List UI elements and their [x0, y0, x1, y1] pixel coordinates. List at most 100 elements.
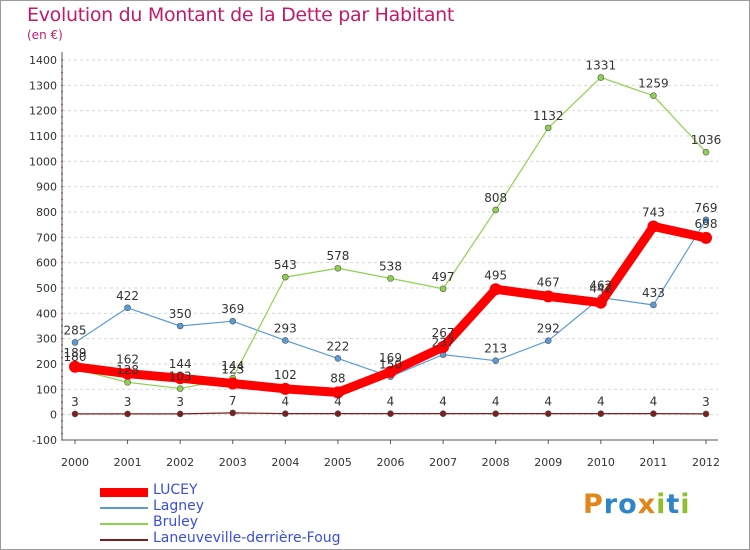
logo-letter: i [656, 489, 667, 520]
x-tick-label: 2004 [271, 456, 299, 469]
data-point [492, 206, 499, 214]
data-label: 88 [330, 371, 345, 385]
y-tick-label: 1000 [29, 155, 57, 168]
data-point [544, 410, 552, 417]
data-point [702, 410, 710, 418]
logo-letter: x [637, 489, 657, 520]
data-labels: 3 3 3 7 4 4 4 4 4 4 4 4 3 285 422 350 369 293 222 150 237 213… [64, 58, 722, 408]
y-tick-label: 1100 [29, 130, 57, 143]
data-label: 4 [334, 395, 342, 409]
data-point [279, 382, 292, 395]
x-tick-label: 2011 [639, 456, 667, 469]
data-label: 102 [274, 368, 297, 382]
chart-title: Evolution du Montant de la Dette par Hab… [27, 4, 455, 26]
data-label: 462 [589, 279, 612, 293]
data-label: 150 [379, 358, 402, 372]
data-label: 543 [274, 258, 297, 272]
y-tick-label: 1200 [29, 105, 57, 118]
x-tick-label: 2006 [377, 456, 405, 469]
data-point [650, 410, 657, 417]
data-point [437, 341, 450, 354]
data-point [334, 410, 342, 417]
data-label: 4 [439, 395, 447, 409]
data-label: 467 [537, 275, 560, 289]
data-label: 422 [116, 289, 139, 303]
data-label: 213 [484, 342, 507, 356]
data-point [176, 410, 184, 418]
legend-label: LUCEY [153, 482, 198, 498]
legend-label: Bruley [153, 514, 199, 530]
data-label: 497 [432, 270, 455, 284]
data-point [229, 409, 237, 417]
data-point [334, 264, 342, 272]
y-tick-label: 500 [36, 282, 57, 295]
data-label: 103 [169, 370, 192, 384]
data-point [282, 273, 289, 281]
data-point [71, 339, 79, 346]
x-tick-label: 2012 [692, 456, 720, 469]
data-label: 237 [432, 336, 455, 350]
data-point [492, 410, 499, 417]
data-point [176, 385, 184, 392]
data-point [702, 148, 710, 156]
data-label: 369 [221, 302, 244, 316]
data-point [69, 360, 81, 373]
logo-letter: o [618, 489, 638, 520]
data-label: 285 [64, 323, 87, 337]
logo-letter: i [680, 489, 691, 520]
data-point [650, 92, 657, 100]
legend-swatch [100, 507, 148, 509]
x-tick-label: 2007 [429, 456, 457, 469]
data-label: 3 [71, 395, 79, 409]
data-point [439, 285, 447, 293]
data-label: 1132 [533, 109, 564, 123]
data-label: 128 [116, 363, 139, 377]
y-tick-label: 900 [36, 181, 57, 194]
legend-label: Lagney [153, 498, 205, 514]
data-point [544, 337, 552, 344]
y-tick-label: -100 [32, 434, 57, 447]
y-tick-label: 200 [36, 358, 57, 371]
data-label: 4 [597, 395, 605, 409]
data-point [174, 372, 187, 385]
data-label: 1259 [638, 77, 669, 91]
data-label: 222 [326, 339, 349, 353]
y-tick-label: 800 [36, 206, 57, 219]
data-label: 3 [124, 395, 132, 409]
proxiti-logo: Proxiti [583, 489, 691, 520]
data-label: 144 [169, 357, 192, 371]
data-point [226, 377, 239, 390]
data-label: 808 [484, 191, 507, 205]
y-tick-label: 100 [36, 383, 57, 396]
data-label: 267 [432, 326, 455, 340]
data-label: 292 [537, 322, 560, 336]
data-point [334, 355, 342, 362]
data-label: 698 [695, 217, 718, 231]
x-tick-label: 2001 [114, 456, 142, 469]
data-label: 538 [379, 259, 402, 273]
data-label: 578 [326, 249, 349, 263]
chart-unit-label: (en €) [27, 28, 63, 42]
data-label: 180 [64, 350, 87, 364]
logo-letter: t [666, 489, 681, 520]
data-label: 350 [169, 307, 192, 321]
x-tick-label: 2002 [166, 456, 194, 469]
data-label: 169 [379, 351, 402, 365]
data-label: 1331 [586, 58, 617, 72]
data-point [700, 231, 712, 244]
data-label: 4 [387, 395, 395, 409]
y-tick-label: 300 [36, 333, 57, 346]
y-tick-label: 700 [36, 231, 57, 244]
series-line [74, 76, 707, 390]
data-point [384, 365, 397, 378]
data-point [647, 220, 660, 233]
legend-label: Laneuveville-derrière-Foug [153, 530, 341, 546]
data-point [282, 337, 289, 344]
series-bruley [71, 74, 710, 392]
logo-letter: P [583, 489, 604, 520]
x-tick-label: 2003 [219, 456, 247, 469]
data-label: 433 [642, 286, 665, 300]
data-point [331, 386, 344, 399]
x-tick-label: 2010 [587, 456, 615, 469]
